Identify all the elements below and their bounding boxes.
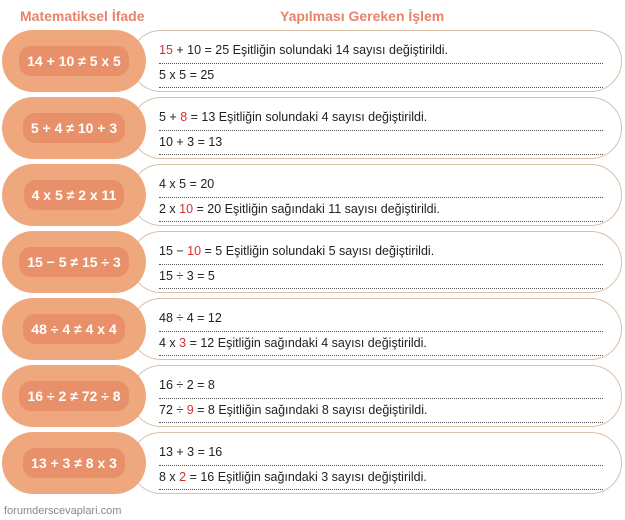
text-segment: = 8 Eşitliğin sağındaki 8 sayısı değişti… [194,403,428,417]
expression-text: 4 x 5 ≠ 2 x 11 [24,180,125,210]
math-row: 15 + 10 = 25 Eşitliğin solundaki 14 sayı… [2,30,624,92]
explanation-line: 4 x 5 = 20 [159,173,603,198]
explanation-bubble: 15 + 10 = 25 Eşitliğin solundaki 14 sayı… [130,30,622,92]
text-segment: 48 ÷ 4 = 12 [159,311,222,325]
explanation-bubble: 5 + 8 = 13 Eşitliğin solundaki 4 sayısı … [130,97,622,159]
text-segment: 13 + 3 = 16 [159,445,222,459]
math-row: 48 ÷ 4 = 12 4 x 3 = 12 Eşitliğin sağındak… [2,298,624,360]
math-row: 5 + 8 = 13 Eşitliğin solundaki 4 sayısı … [2,97,624,159]
header-left: Matematiksel İfade [20,8,145,24]
expression-pill: 14 + 10 ≠ 5 x 5 [2,30,146,92]
expression-text: 14 + 10 ≠ 5 x 5 [19,46,129,76]
explanation-line: 72 ÷ 9 = 8 Eşitliğin sağındaki 8 sayısı … [159,399,603,424]
explanation-line: 8 x 2 = 16 Eşitliğin sağındaki 3 sayısı … [159,466,603,491]
text-segment: 4 x [159,336,179,350]
highlighted-number: 9 [187,403,194,417]
explanation-bubble: 13 + 3 = 16 8 x 2 = 16 Eşitliğin sağındak… [130,432,622,494]
expression-pill: 16 ÷ 2 ≠ 72 ÷ 8 [2,365,146,427]
highlighted-number: 15 [159,43,173,57]
math-row: 4 x 5 = 20 2 x 10 = 20 Eşitliğin sağındak… [2,164,624,226]
highlighted-number: 10 [179,202,193,216]
text-segment: = 16 Eşitliğin sağındaki 3 sayısı değişt… [186,470,427,484]
text-segment: 2 x [159,202,179,216]
text-segment: 16 ÷ 2 = 8 [159,378,215,392]
watermark-text: forumderscevaplari.com [4,505,121,517]
explanation-line: 48 ÷ 4 = 12 [159,307,603,332]
text-segment: 10 + 3 = 13 [159,135,222,149]
explanation-line: 15 − 10 = 5 Eşitliğin solundaki 5 sayısı… [159,240,603,265]
expression-pill: 5 + 4 ≠ 10 + 3 [2,97,146,159]
text-segment: 5 x 5 = 25 [159,68,214,82]
text-segment: = 20 Eşitliğin sağındaki 11 sayısı değiş… [193,202,440,216]
highlighted-number: 10 [187,244,201,258]
expression-text: 16 ÷ 2 ≠ 72 ÷ 8 [19,381,128,411]
explanation-bubble: 4 x 5 = 20 2 x 10 = 20 Eşitliğin sağındak… [130,164,622,226]
expression-pill: 48 ÷ 4 ≠ 4 x 4 [2,298,146,360]
text-segment: = 13 Eşitliğin solundaki 4 sayısı değişt… [187,110,427,124]
text-segment: + 10 = 25 Eşitliğin solundaki 14 sayısı … [173,43,448,57]
text-segment: 15 ÷ 3 = 5 [159,269,215,283]
text-segment: 5 + [159,110,180,124]
text-segment: = 12 Eşitliğin sağındaki 4 sayısı değişt… [186,336,427,350]
math-row: 13 + 3 = 16 8 x 2 = 16 Eşitliğin sağındak… [2,432,624,494]
expression-text: 15 − 5 ≠ 15 ÷ 3 [19,247,129,277]
explanation-line: 4 x 3 = 12 Eşitliğin sağındaki 4 sayısı … [159,332,603,357]
text-segment: = 5 Eşitliğin solundaki 5 sayısı değişti… [201,244,434,258]
text-segment: 8 x [159,470,179,484]
text-segment: 4 x 5 = 20 [159,177,214,191]
expression-text: 13 + 3 ≠ 8 x 3 [23,448,125,478]
expression-text: 48 ÷ 4 ≠ 4 x 4 [23,314,124,344]
text-segment: 15 − [159,244,187,258]
expression-pill: 4 x 5 ≠ 2 x 11 [2,164,146,226]
expression-pill: 13 + 3 ≠ 8 x 3 [2,432,146,494]
explanation-line: 15 ÷ 3 = 5 [159,265,603,290]
header-right: Yapılması Gereken İşlem [280,8,444,24]
math-row: 16 ÷ 2 = 8 72 ÷ 9 = 8 Eşitliğin sağındaki… [2,365,624,427]
explanation-line: 2 x 10 = 20 Eşitliğin sağındaki 11 sayıs… [159,198,603,223]
explanation-bubble: 48 ÷ 4 = 12 4 x 3 = 12 Eşitliğin sağındak… [130,298,622,360]
expression-pill: 15 − 5 ≠ 15 ÷ 3 [2,231,146,293]
explanation-line: 5 + 8 = 13 Eşitliğin solundaki 4 sayısı … [159,106,603,131]
explanation-line: 10 + 3 = 13 [159,131,603,156]
explanation-bubble: 15 − 10 = 5 Eşitliğin solundaki 5 sayısı… [130,231,622,293]
explanation-line: 15 + 10 = 25 Eşitliğin solundaki 14 sayı… [159,39,603,64]
explanation-line: 5 x 5 = 25 [159,64,603,89]
text-segment: 72 ÷ [159,403,187,417]
explanation-line: 13 + 3 = 16 [159,441,603,466]
math-row: 15 − 10 = 5 Eşitliğin solundaki 5 sayısı… [2,231,624,293]
explanation-bubble: 16 ÷ 2 = 8 72 ÷ 9 = 8 Eşitliğin sağındaki… [130,365,622,427]
explanation-line: 16 ÷ 2 = 8 [159,374,603,399]
expression-text: 5 + 4 ≠ 10 + 3 [23,113,125,143]
